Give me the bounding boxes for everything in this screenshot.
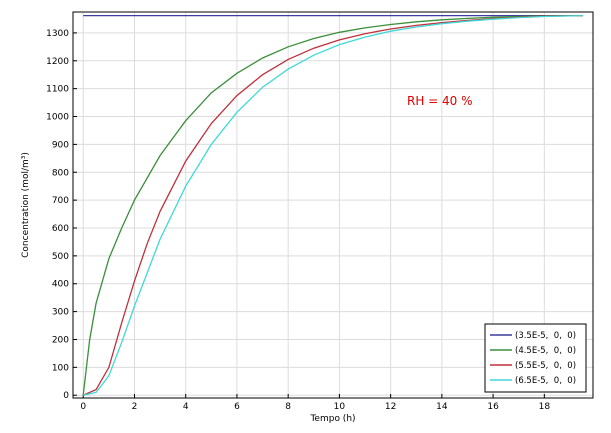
series-line-4 bbox=[83, 14, 583, 396]
axes-layer bbox=[72, 11, 594, 399]
y-tick-label: 900 bbox=[52, 140, 69, 150]
x-tick-label: 4 bbox=[183, 402, 189, 412]
y-tick-label: 1000 bbox=[46, 113, 69, 123]
y-tick-label: 200 bbox=[52, 335, 69, 345]
x-tick-label: 14 bbox=[436, 402, 448, 412]
y-tick-label: 300 bbox=[52, 308, 69, 318]
x-tick-label: 12 bbox=[385, 402, 396, 412]
series-layer bbox=[82, 14, 583, 396]
legend-label-1: (3.5E-5, 0, 0) bbox=[515, 331, 576, 341]
y-tick-label: 1300 bbox=[46, 29, 69, 39]
y-tick-label: 0 bbox=[63, 391, 69, 401]
x-tick-label: 0 bbox=[80, 402, 86, 412]
legend-entries: (3.5E-5, 0, 0) (4.5E-5, 0, 0) (5.5E-5, 0, … bbox=[490, 331, 576, 386]
y-tick-label: 800 bbox=[52, 168, 69, 178]
y-tick-label: 600 bbox=[52, 224, 69, 234]
x-tick-label: 18 bbox=[539, 402, 551, 412]
series-line-2 bbox=[82, 14, 583, 396]
legend: (3.5E-5, 0, 0) (4.5E-5, 0, 0) (5.5E-5, 0, … bbox=[484, 323, 587, 393]
ticks-layer: 0 2 4 6 8 10 12 14 16 18 0 100 200 300 400 500 600 700 800… bbox=[46, 29, 550, 412]
legend-label-3: (5.5E-5, 0, 0) bbox=[515, 361, 576, 371]
x-tick-label: 10 bbox=[334, 402, 346, 412]
legend-label-4: (6.5E-5, 0, 0) bbox=[515, 376, 576, 386]
rh-annotation: RH = 40 % bbox=[407, 94, 473, 108]
x-tick-label: 6 bbox=[234, 402, 240, 412]
x-tick-label: 16 bbox=[487, 402, 499, 412]
y-tick-label: 1100 bbox=[46, 85, 69, 95]
legend-label-2: (4.5E-5, 0, 0) bbox=[515, 346, 576, 356]
x-axis-label: Tempo (h) bbox=[309, 414, 355, 424]
y-axis-label: Concentration (mol/m³) bbox=[21, 152, 31, 258]
plot-frame bbox=[72, 11, 594, 399]
y-tick-label: 400 bbox=[52, 280, 69, 290]
y-tick-label: 500 bbox=[52, 252, 69, 262]
x-tick-label: 8 bbox=[285, 402, 291, 412]
y-tick-label: 1200 bbox=[46, 57, 69, 67]
series-line-3 bbox=[82, 14, 583, 396]
x-tick-label: 2 bbox=[132, 402, 138, 412]
y-tick-label: 100 bbox=[52, 363, 69, 373]
grid-layer bbox=[73, 12, 593, 398]
y-tick-label: 700 bbox=[52, 196, 69, 206]
